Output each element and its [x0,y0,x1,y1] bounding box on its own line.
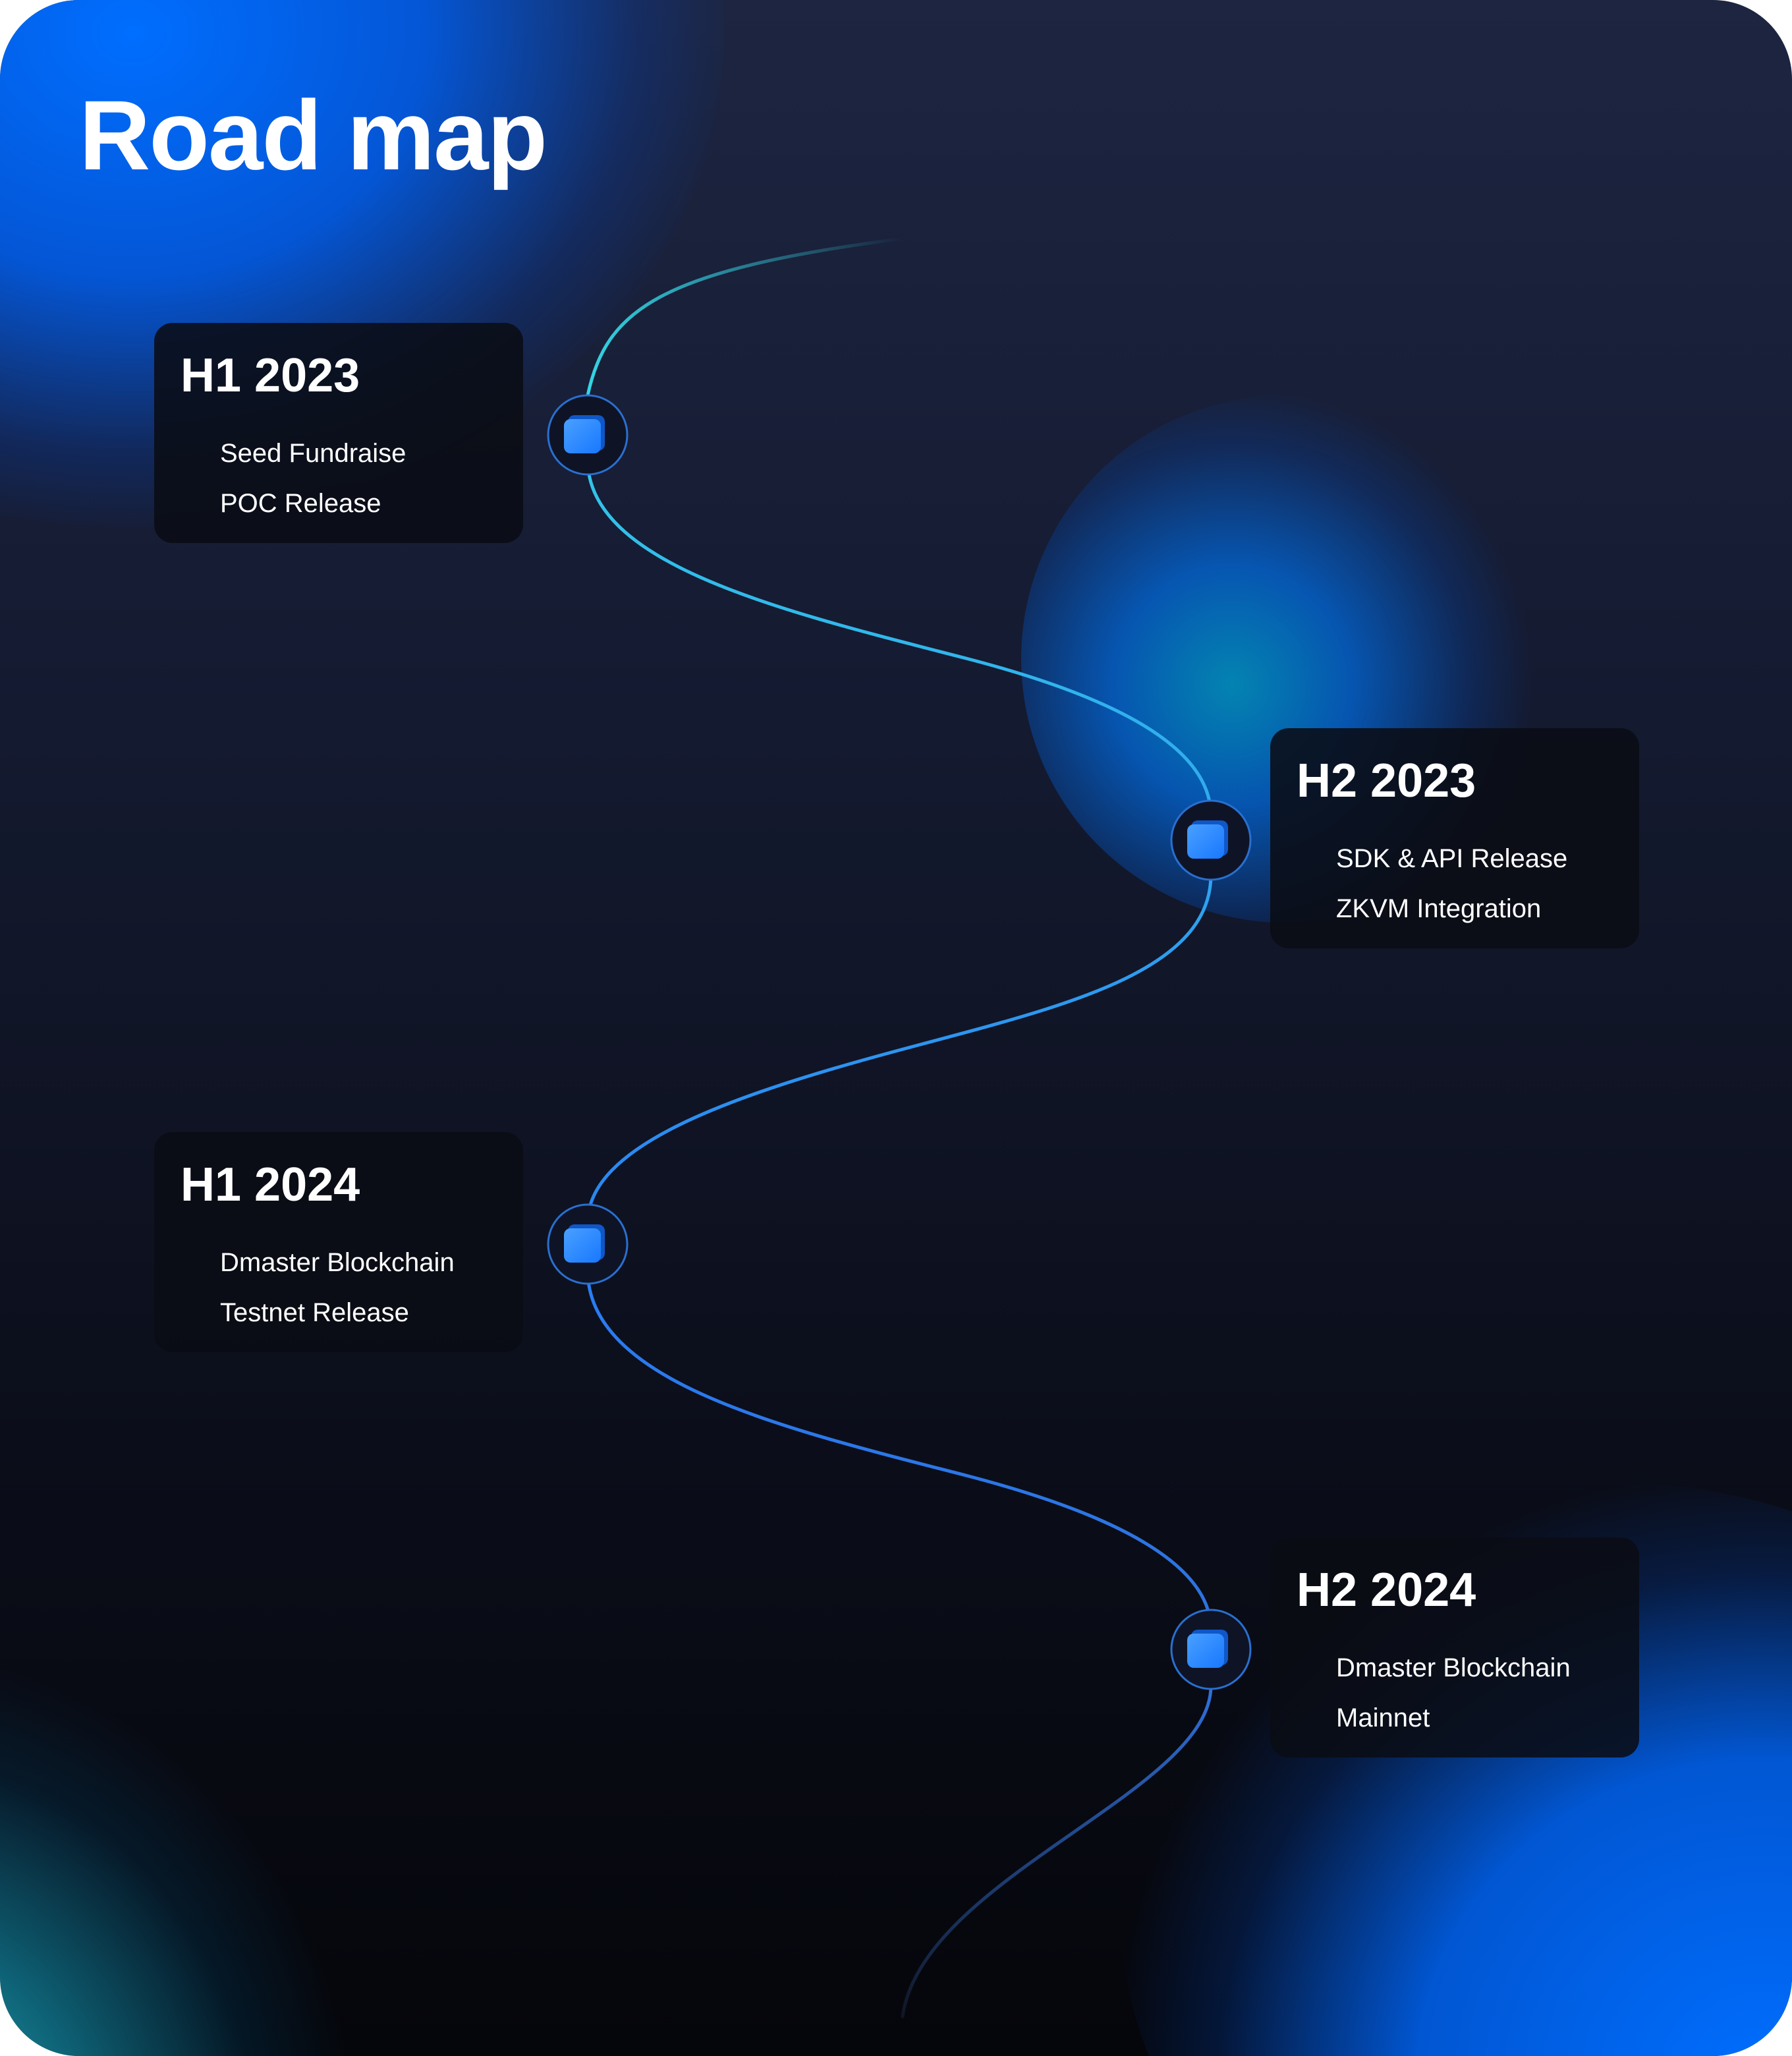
milestone-card: H2 2024 Dmaster Blockchain Mainnet [1270,1537,1639,1757]
milestone-item: POC Release [220,489,381,518]
milestone-item: Testnet Release [220,1298,409,1327]
milestone-item: Dmaster Blockchain [220,1248,455,1277]
milestone-card: H1 2023 Seed Fundraise POC Release [154,323,523,543]
cube-icon [1187,820,1228,859]
milestone-item: SDK & API Release [1336,844,1568,873]
milestone-item: Dmaster Blockchain [1336,1653,1571,1682]
milestone-period: H2 2023 [1297,755,1476,807]
milestone-period: H1 2023 [181,349,360,402]
cube-icon [564,1224,605,1263]
milestone-period: H2 2024 [1297,1564,1476,1616]
milestone-item: ZKVM Integration [1336,894,1542,923]
timeline-node [547,394,629,476]
milestone-item: Seed Fundraise [220,439,406,468]
milestone-period: H1 2024 [181,1158,360,1211]
timeline-node [1170,1609,1252,1690]
milestone-item-list: Dmaster Blockchain Mainnet [1297,1643,1613,1743]
timeline-node [1170,799,1252,881]
cube-icon [564,415,605,453]
timeline-curve [586,393,1213,2018]
milestone-item-list: Seed Fundraise POC Release [181,428,497,528]
page-title: Road map [79,80,547,190]
milestone-card: H2 2023 SDK & API Release ZKVM Integration [1270,728,1639,948]
timeline-tail-top [586,237,905,397]
cube-icon [1187,1630,1228,1668]
timeline-node [547,1203,629,1285]
milestone-item-list: Dmaster Blockchain Testnet Release [181,1238,497,1338]
milestone-item: Mainnet [1336,1703,1430,1732]
milestone-item-list: SDK & API Release ZKVM Integration [1297,834,1613,934]
milestone-card: H1 2024 Dmaster Blockchain Testnet Release [154,1132,523,1352]
